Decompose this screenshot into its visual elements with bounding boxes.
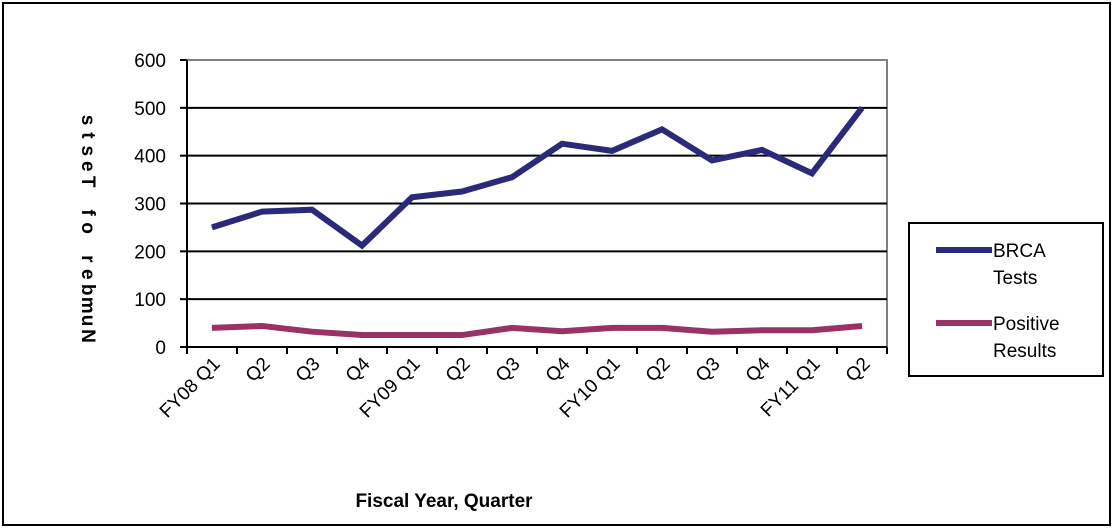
- data-point: [761, 329, 763, 331]
- y-axis-title-char: T: [77, 176, 98, 188]
- y-axis-title-char: s: [77, 115, 98, 126]
- data-point: [461, 191, 463, 193]
- y-axis-ticks: 0 100 200 300 400 500 600: [134, 51, 187, 359]
- x-tick-label: Q2: [642, 354, 675, 387]
- data-point: [511, 327, 513, 329]
- legend: BRCA Tests Positive Results: [908, 222, 1104, 377]
- data-point: [711, 159, 713, 161]
- data-point: [261, 211, 263, 213]
- y-axis-title-char: b: [77, 284, 98, 296]
- x-tick-label: Q3: [692, 354, 725, 387]
- x-tick-label: Q4: [342, 353, 375, 386]
- data-point: [411, 196, 413, 198]
- data-point: [211, 327, 213, 329]
- x-tick-label: Q3: [292, 354, 325, 387]
- data-point: [361, 245, 363, 247]
- series-line-1: [211, 322, 863, 339]
- x-tick-label: FY08 Q1: [156, 354, 225, 423]
- y-axis-title-char: o: [77, 222, 98, 234]
- y-axis-title-char: N: [77, 329, 98, 343]
- x-tick-label: Q2: [242, 354, 275, 387]
- y-axis-title-char: s: [77, 146, 98, 157]
- y-tick-label: 200: [134, 242, 166, 263]
- data-point: [561, 330, 563, 332]
- y-axis-title-char: m: [77, 297, 98, 314]
- data-point: [461, 334, 463, 336]
- data-point: [511, 176, 513, 178]
- series-line-0: [211, 106, 865, 250]
- legend-label: Results: [993, 341, 1056, 362]
- data-point: [761, 149, 763, 151]
- data-point: [561, 143, 563, 145]
- y-tick-label: 500: [134, 99, 166, 120]
- data-point: [861, 325, 863, 327]
- data-point: [611, 150, 613, 152]
- data-point: [711, 331, 713, 333]
- y-tick-label: 0: [155, 338, 166, 359]
- legend-label: Positive: [993, 314, 1060, 335]
- data-point: [361, 334, 363, 336]
- x-tick-label: Q4: [542, 353, 575, 386]
- y-axis-title-char: e: [77, 269, 98, 280]
- x-axis-title: Fiscal Year, Quarter: [355, 491, 533, 512]
- y-tick-label: 100: [134, 290, 166, 311]
- data-point: [211, 226, 213, 228]
- x-tick-label: Q3: [492, 354, 525, 387]
- data-point: [311, 331, 313, 333]
- y-axis-title-char: u: [77, 315, 98, 327]
- x-tick-label: Q2: [442, 354, 475, 387]
- y-axis-title-char: f: [77, 209, 98, 216]
- y-axis-title-char: r: [77, 255, 98, 263]
- data-point: [661, 327, 663, 329]
- data-point: [261, 325, 263, 327]
- series-lines: [211, 106, 865, 339]
- data-point: [311, 209, 313, 211]
- data-point: [661, 128, 663, 130]
- data-point: [411, 334, 413, 336]
- x-tick-label: Q4: [742, 353, 775, 386]
- y-tick-label: 300: [134, 195, 166, 216]
- data-point: [811, 329, 813, 331]
- legend-label: BRCA: [993, 241, 1046, 262]
- y-tick-label: 400: [134, 147, 166, 168]
- y-axis-title-char: t: [77, 132, 98, 139]
- data-point: [861, 107, 863, 109]
- y-axis-title-char: e: [77, 161, 98, 172]
- data-point: [611, 327, 613, 329]
- data-point: [811, 172, 813, 174]
- x-tick-label: Q2: [842, 354, 875, 387]
- legend-label: Tests: [993, 268, 1037, 289]
- y-tick-label: 600: [134, 51, 166, 72]
